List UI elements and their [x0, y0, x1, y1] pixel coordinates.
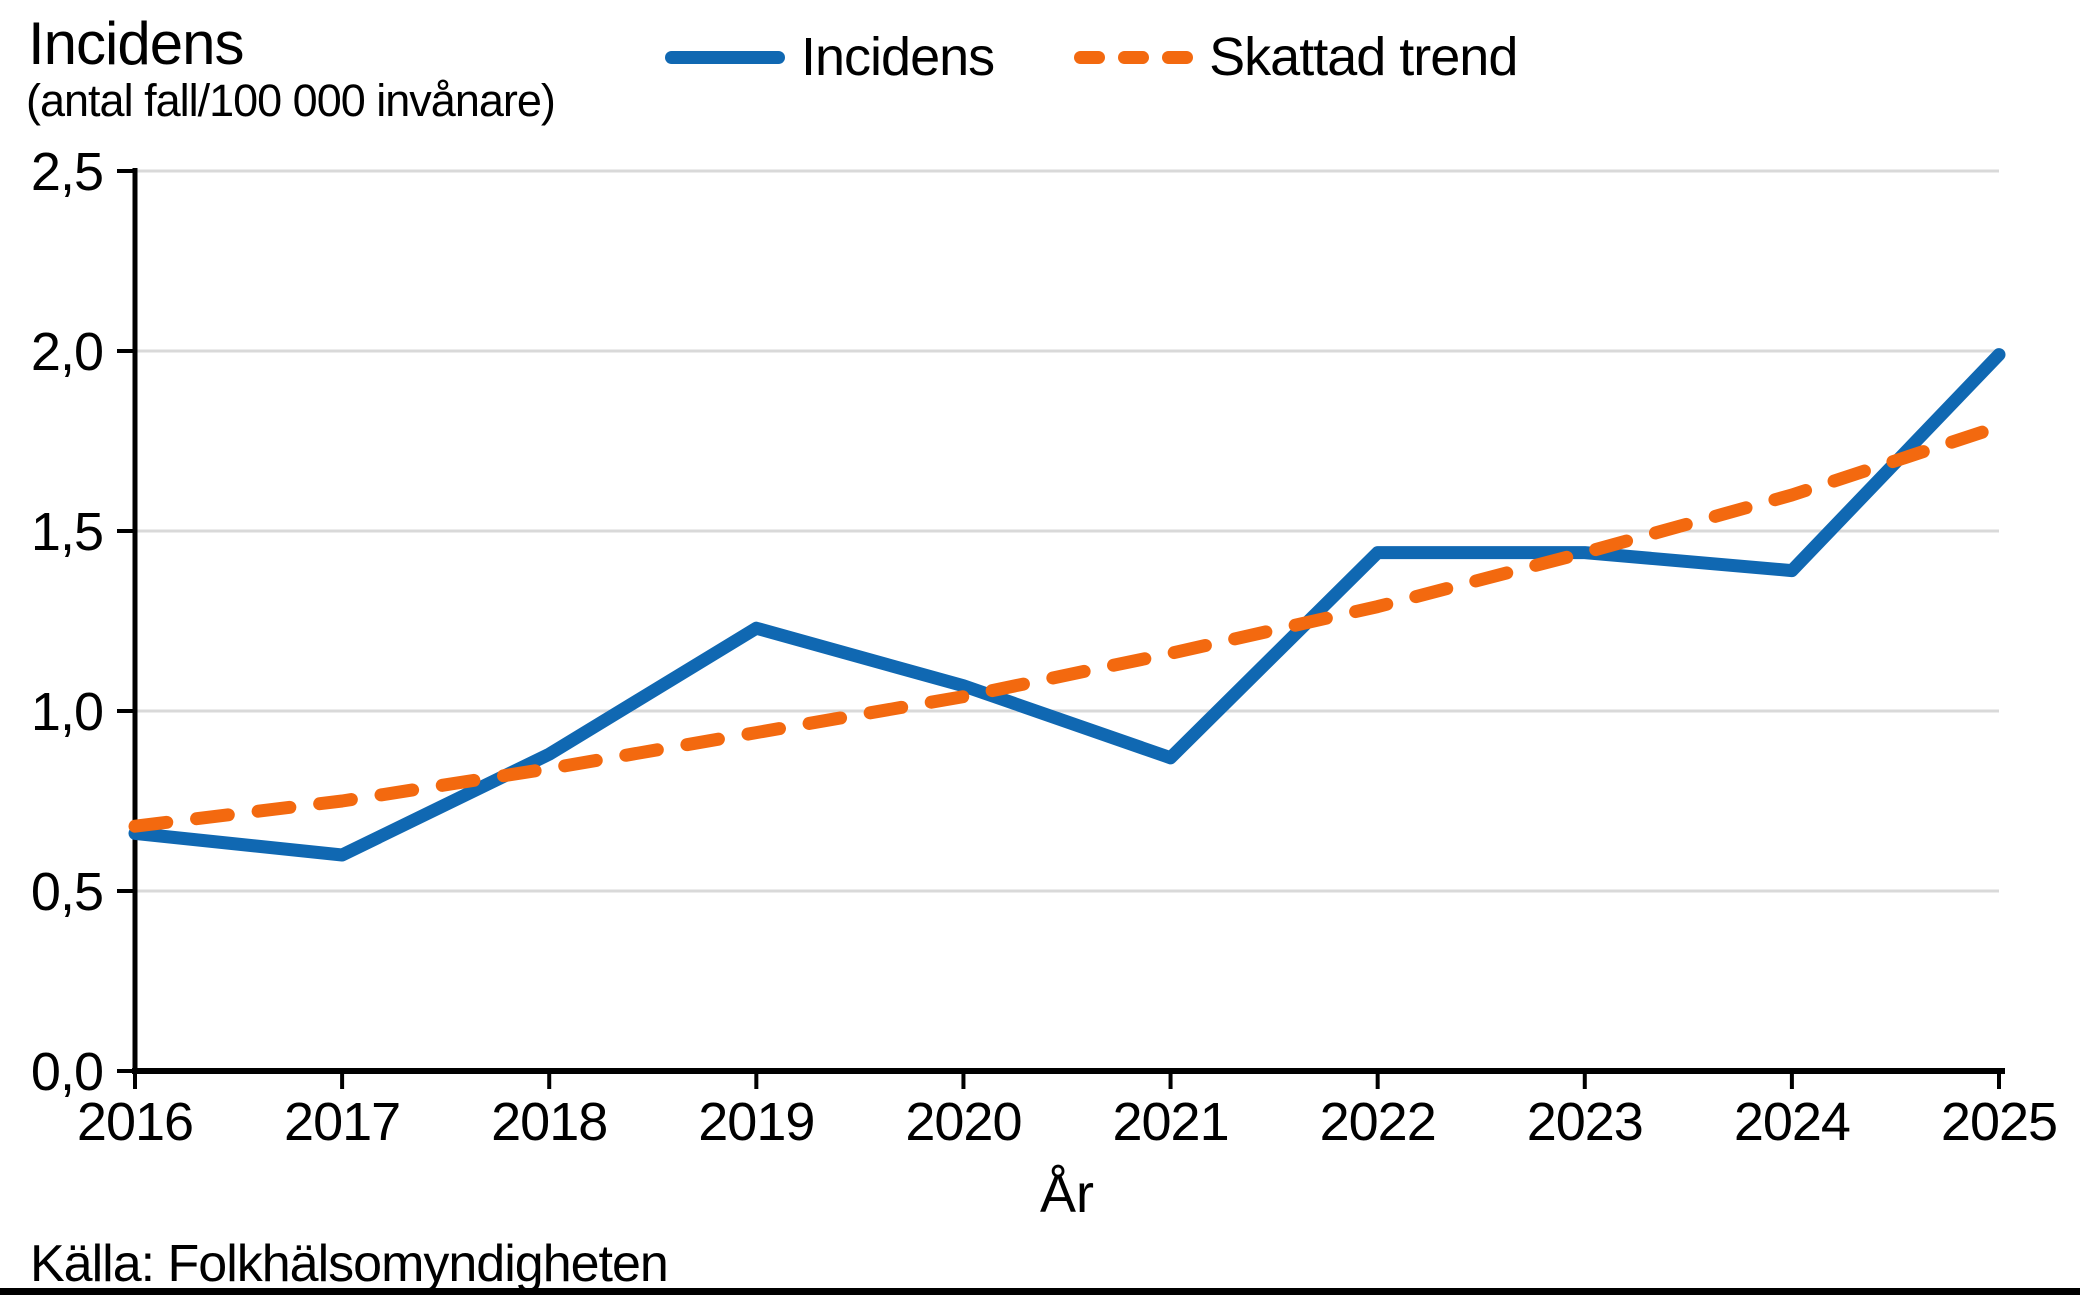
bottom-border-bar: [0, 1288, 2080, 1295]
legend-dash-segment: [1118, 50, 1150, 64]
x-tick-label-2018: 2018: [491, 1092, 607, 1152]
y-tick-label-2: 2,0: [31, 322, 103, 382]
legend-dash-segment: [1162, 50, 1194, 64]
x-tick-label-2020: 2020: [905, 1092, 1021, 1152]
x-tick-label-2022: 2022: [1320, 1092, 1436, 1152]
y-tick-label-0: 0,0: [31, 1042, 103, 1102]
x-axis-title: År: [1040, 1164, 1094, 1224]
y-tick-label-0.5: 0,5: [31, 862, 103, 922]
x-tick-label-2016: 2016: [77, 1092, 193, 1152]
incidens-line: [128, 348, 2006, 862]
legend-item-incidens: Incidens: [665, 26, 995, 88]
y-tick-label-1: 1,0: [31, 682, 103, 742]
x-tick-label-2025: 2025: [1941, 1092, 2057, 1152]
x-tick-label-2017: 2017: [284, 1092, 400, 1152]
legend-line-sample-solid: [665, 50, 785, 64]
y-tick-label-2.5: 2,5: [31, 142, 103, 202]
legend-line-sample-dashed: [1074, 50, 1194, 64]
legend-label-incidens: Incidens: [801, 27, 995, 87]
legend-item-trend: Skattad trend: [1074, 26, 1518, 88]
x-tick-label-2024: 2024: [1734, 1092, 1850, 1152]
chart-subtitle: (antal fall/100 000 invånare): [26, 75, 556, 126]
x-tick-label-2019: 2019: [698, 1092, 814, 1152]
legend-dash-segment: [1074, 50, 1106, 64]
y-tick-label-1.5: 1,5: [31, 502, 103, 562]
x-tick-label-2021: 2021: [1112, 1092, 1228, 1152]
legend-label-trend: Skattad trend: [1209, 27, 1518, 87]
trend-line: [128, 420, 2006, 833]
legend: Incidens Skattad trend: [665, 26, 1518, 88]
x-tick-label-2023: 2023: [1527, 1092, 1643, 1152]
chart-title: Incidens: [28, 10, 244, 77]
source-text: Källa: Folkhälsomyndigheten: [30, 1235, 669, 1293]
